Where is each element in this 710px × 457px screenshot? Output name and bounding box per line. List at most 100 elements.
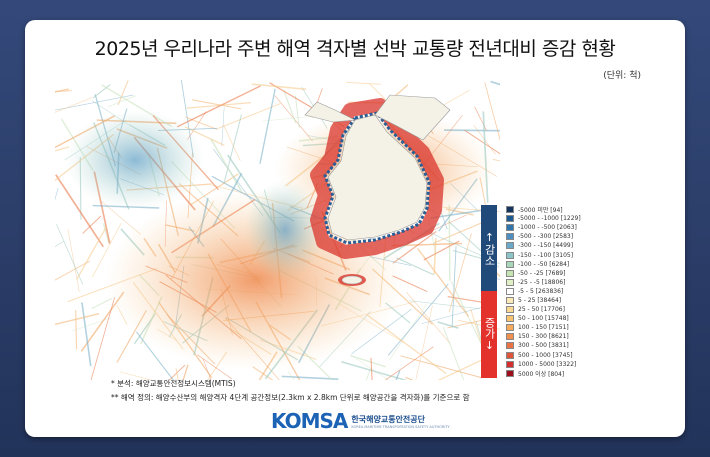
legend-swatch	[506, 333, 514, 341]
legend-item: -150 - -100 [3105]	[506, 250, 581, 259]
legend-label: -500 - -300 [2583]	[518, 233, 574, 241]
shipping-lane	[55, 94, 134, 111]
shipping-lane	[387, 283, 449, 356]
shipping-lane	[490, 80, 500, 86]
shipping-lane	[405, 376, 414, 380]
korean-peninsula	[304, 101, 428, 241]
legend-label: 500 - 1000 [3745]	[518, 351, 573, 359]
shipping-lane	[55, 97, 93, 113]
komsa-logo: KOMSA 한국해양교통안전공단 KOREA MARITIME TRANSPOR…	[271, 409, 450, 433]
shipping-lane	[251, 83, 307, 91]
legend-bar: ↑감소 증가↓	[481, 205, 501, 378]
shipping-lane	[365, 368, 371, 380]
shipping-lane	[222, 124, 241, 162]
shipping-lane	[221, 107, 225, 147]
shipping-lane	[168, 364, 186, 380]
shipping-lane	[259, 88, 276, 164]
legend-item: -300 - -150 [4499]	[506, 241, 581, 250]
legend-label: 150 - 300 [8621]	[518, 333, 569, 341]
legend-label: 25 - 50 [17706]	[518, 306, 565, 314]
shipping-lane	[415, 305, 433, 380]
shipping-lane	[400, 355, 483, 379]
legend-item: 500 - 1000 [3745]	[506, 351, 581, 360]
note-definition: ** 해역 정의: 해양수산부의 해양격자 4단계 공간정보(2.3km x 2…	[111, 393, 470, 402]
shipping-lane	[186, 101, 251, 109]
shipping-lane	[92, 84, 111, 99]
shipping-lane	[82, 215, 102, 234]
shipping-lane	[76, 226, 107, 280]
legend-swatch	[506, 342, 514, 350]
shipping-lane	[384, 346, 434, 380]
jeju-island	[341, 275, 363, 285]
legend-swatch	[506, 215, 514, 223]
shipping-lane	[117, 80, 129, 106]
legend: -5000 미만 [94] -5000 - -1000 [1229] -1000 -…	[506, 205, 581, 378]
legend-item: -50 - -25 [7689]	[506, 269, 581, 278]
shipping-lane	[437, 357, 487, 380]
legend-swatch	[506, 251, 514, 259]
shipping-lane	[448, 233, 472, 313]
shipping-lane	[452, 250, 485, 260]
shipping-lane	[217, 103, 281, 129]
shipping-lane	[55, 187, 59, 201]
shipping-lane	[81, 302, 92, 367]
legend-swatch	[506, 324, 514, 332]
shipping-lane	[223, 114, 242, 184]
shipping-lane	[176, 85, 261, 128]
shipping-lane	[356, 358, 390, 380]
shipping-lane	[55, 90, 72, 93]
shipping-lane	[350, 355, 386, 368]
west-decrease-zone	[65, 110, 205, 210]
legend-item: -100 - -50 [6284]	[506, 260, 581, 269]
coastal-increase-band	[310, 98, 444, 259]
shipping-lane	[484, 82, 500, 142]
legend-label: -5000 미만 [94]	[518, 207, 563, 215]
legend-label: 300 - 500 [3831]	[518, 342, 569, 350]
shipping-lane	[346, 81, 381, 85]
shipping-lane	[370, 357, 373, 380]
shipping-lane	[283, 90, 297, 124]
legend-swatch	[506, 315, 514, 323]
legend-item: 150 - 300 [8621]	[506, 332, 581, 341]
shipping-lane	[182, 364, 189, 380]
legend-label: -5000 - -1000 [1229]	[518, 215, 581, 223]
shipping-lane	[192, 99, 242, 110]
legend-item: 5000 이상 [804]	[506, 369, 581, 378]
traffic-change-map	[55, 80, 500, 380]
legend-label: -100 - -50 [6284]	[518, 260, 570, 268]
shipping-lane	[442, 326, 465, 380]
legend-increase: 증가↓	[481, 291, 497, 378]
legend-decrease: ↑감소	[481, 205, 497, 291]
legend-item: -5000 미만 [94]	[506, 205, 581, 214]
shipping-lane	[417, 248, 470, 317]
unit-label: (단위: 척)	[603, 71, 641, 81]
legend-item: 50 - 100 [15748]	[506, 314, 581, 323]
shipping-lane	[396, 257, 434, 276]
shipping-lane	[175, 368, 179, 380]
shipping-lane	[136, 331, 174, 380]
legend-swatch	[506, 260, 514, 268]
legend-label: 5 - 25 [38464]	[518, 296, 562, 304]
shipping-lane	[406, 292, 451, 344]
legend-swatch	[506, 369, 514, 377]
legend-label: -300 - -150 [4499]	[518, 242, 574, 250]
legend-swatch	[506, 269, 514, 277]
legend-label: -50 - -25 [7689]	[518, 269, 566, 277]
logo-english: KOREA MARITIME TRANSPORTATION SAFETY AUT…	[351, 424, 450, 429]
shipping-lane	[55, 146, 70, 152]
legend-label: -150 - -100 [3105]	[518, 251, 574, 259]
legend-item: -500 - -300 [2583]	[506, 232, 581, 241]
shipping-lane	[184, 126, 225, 147]
legend-swatch	[506, 224, 514, 232]
legend-item: 300 - 500 [3831]	[506, 341, 581, 350]
legend-item: -25 - -5 [18806]	[506, 278, 581, 287]
legend-label: -1000 - -500 [2063]	[518, 224, 577, 232]
shipping-lane	[395, 370, 401, 380]
legend-item: 1000 - 5000 [3322]	[506, 360, 581, 369]
coastal-decrease-edge	[323, 111, 431, 245]
logo-text: KOMSA	[271, 409, 348, 433]
shipping-lane	[202, 358, 212, 380]
legend-swatch	[506, 206, 514, 214]
shipping-lane	[91, 298, 112, 310]
legend-swatch	[506, 296, 514, 304]
